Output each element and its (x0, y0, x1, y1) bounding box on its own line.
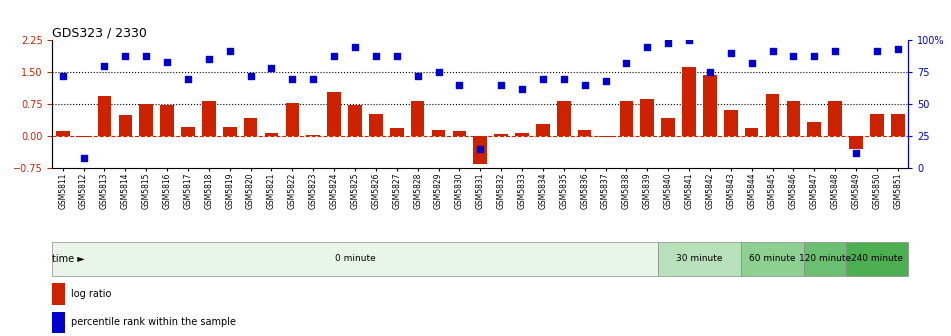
Bar (453, 131, 466, 136)
Bar (411, 101, 424, 136)
Bar (599, 136, 612, 137)
Bar (661, 118, 675, 136)
Point (619, 60, 634, 66)
Point (598, 79, 613, 84)
Bar (182, 127, 195, 136)
Point (827, 48, 843, 53)
Text: 240 minute: 240 minute (851, 254, 902, 263)
Point (494, 82, 509, 88)
Bar (766, 94, 779, 136)
Bar (640, 99, 654, 136)
Bar (202, 101, 216, 136)
Point (869, 48, 884, 53)
Point (305, 76, 320, 81)
Point (76, 155, 91, 161)
Text: 30 minute: 30 minute (676, 254, 723, 263)
Point (890, 47, 905, 52)
Bar (578, 130, 592, 136)
Point (368, 53, 383, 58)
Point (702, 70, 717, 75)
Bar (243, 118, 258, 136)
Bar (682, 67, 696, 136)
Text: percentile rank within the sample: percentile rank within the sample (71, 317, 237, 327)
Point (535, 76, 551, 81)
Point (514, 86, 530, 91)
Bar (870, 114, 883, 136)
Point (848, 150, 864, 155)
Bar (703, 75, 717, 136)
Point (223, 48, 238, 53)
Text: log ratio: log ratio (71, 289, 111, 299)
Text: GDS323 / 2330: GDS323 / 2330 (52, 26, 147, 39)
Point (181, 76, 196, 81)
Bar (557, 101, 571, 136)
Bar (140, 104, 153, 136)
Bar (891, 114, 904, 136)
Bar (724, 110, 738, 136)
Point (160, 59, 175, 65)
Text: 60 minute: 60 minute (749, 254, 796, 263)
Point (284, 76, 300, 81)
Bar (119, 115, 132, 136)
Point (243, 73, 259, 79)
Bar (515, 133, 529, 136)
Bar (223, 127, 237, 136)
Point (389, 53, 404, 58)
Bar (845, 242, 908, 276)
Point (723, 50, 738, 56)
Point (682, 38, 697, 43)
Point (118, 53, 133, 58)
Bar (390, 128, 403, 136)
Point (765, 48, 780, 53)
Bar (56, 131, 69, 136)
Bar (52, 242, 658, 276)
Bar (348, 105, 361, 136)
Point (326, 53, 341, 58)
Bar (474, 136, 487, 164)
Point (452, 82, 467, 88)
Point (806, 53, 822, 58)
Bar (77, 136, 90, 137)
Bar (285, 103, 300, 136)
Bar (828, 101, 842, 136)
Bar (658, 242, 741, 276)
Bar (264, 133, 279, 136)
Point (97, 63, 112, 69)
Bar (745, 128, 758, 136)
Bar (741, 242, 804, 276)
Point (431, 70, 446, 75)
Bar (804, 242, 845, 276)
Point (661, 40, 676, 46)
Bar (327, 92, 340, 136)
Text: time ►: time ► (52, 254, 85, 264)
Text: 120 minute: 120 minute (799, 254, 851, 263)
Bar (786, 101, 800, 136)
Point (744, 60, 759, 66)
Bar (807, 122, 821, 136)
Point (473, 146, 488, 152)
Bar (369, 114, 382, 136)
Bar (306, 135, 320, 136)
Point (640, 44, 655, 49)
Point (556, 76, 572, 81)
Point (202, 57, 217, 62)
Text: 0 minute: 0 minute (335, 254, 376, 263)
Point (139, 53, 154, 58)
Bar (98, 96, 111, 136)
Bar (161, 106, 174, 136)
Point (347, 44, 362, 49)
Bar (52, 283, 65, 304)
Point (577, 82, 592, 88)
Bar (536, 124, 550, 136)
Bar (495, 133, 508, 136)
Bar (432, 130, 445, 136)
Bar (620, 101, 633, 136)
Point (786, 53, 801, 58)
Point (410, 73, 425, 79)
Point (55, 73, 70, 79)
Point (263, 66, 279, 71)
Bar (849, 136, 863, 149)
Bar (52, 312, 65, 333)
